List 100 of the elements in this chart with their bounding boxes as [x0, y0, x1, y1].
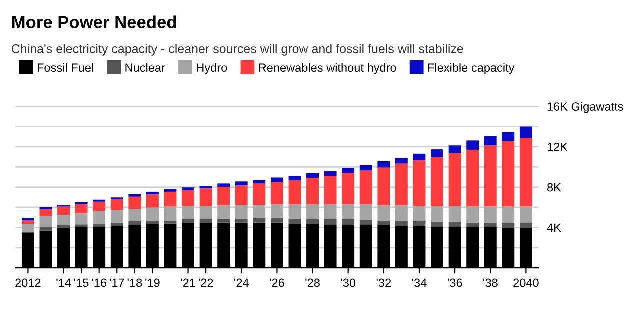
- x-tick-label: '22: [198, 278, 214, 288]
- bar: [40, 210, 52, 216]
- bar: [270, 182, 284, 204]
- bar: [448, 146, 462, 154]
- bar: [218, 205, 230, 220]
- bar: [324, 219, 337, 225]
- bar: [306, 178, 319, 204]
- y-tick-label: 8K: [547, 183, 562, 192]
- bar: [235, 182, 248, 186]
- bar: [235, 218, 248, 223]
- bar: [288, 176, 302, 180]
- bar: [360, 170, 372, 204]
- bar: [146, 192, 159, 195]
- x-tick-label: '36: [448, 278, 462, 288]
- bar: [324, 204, 337, 220]
- x-tick-label: '26: [270, 278, 284, 288]
- legend-label: Renewables without hydro: [259, 63, 396, 74]
- bar: [200, 188, 212, 206]
- bar: [270, 178, 284, 182]
- bar: [395, 164, 408, 206]
- bar: [395, 220, 408, 226]
- bar: [484, 136, 497, 146]
- bar: [431, 206, 444, 222]
- chart-title: More Power Needed: [12, 16, 176, 28]
- x-tick-label: '30: [341, 278, 356, 288]
- bar: [75, 213, 88, 225]
- y-tick-label: 12K: [548, 142, 568, 152]
- bar: [288, 218, 302, 224]
- x-tick-label: '34: [412, 278, 427, 288]
- bar: [431, 222, 444, 227]
- bar: [378, 205, 390, 221]
- bar: [75, 204, 88, 214]
- bar: [306, 219, 319, 224]
- bar: [360, 166, 372, 171]
- y-tick-label: 4K: [547, 224, 562, 232]
- legend-label: Fossil Fuel: [38, 63, 94, 72]
- x-tick-label: '28: [306, 278, 320, 288]
- bar: [306, 204, 319, 220]
- bar: [378, 168, 390, 206]
- bar: [253, 205, 266, 218]
- bar: [110, 210, 124, 223]
- bar: [520, 138, 532, 207]
- bar: [484, 146, 497, 207]
- bar: [146, 220, 159, 224]
- bar: [342, 168, 355, 174]
- bar: [164, 192, 177, 207]
- bar: [466, 222, 480, 228]
- bar: [218, 184, 230, 188]
- bar: [413, 221, 426, 226]
- bar: [22, 220, 34, 224]
- bar: [360, 220, 372, 225]
- x-tick-label: 2012: [16, 278, 41, 288]
- bar: [466, 140, 480, 150]
- x-tick-label: '24: [234, 278, 249, 288]
- x-tick-label: 2040: [514, 278, 539, 288]
- bar: [128, 221, 142, 226]
- bar: [128, 209, 142, 222]
- bar: [93, 202, 106, 212]
- bar: [218, 219, 230, 223]
- bar: [342, 219, 355, 225]
- bar: [270, 204, 284, 218]
- x-tick-label: '19: [146, 278, 160, 288]
- x-tick-label: '38: [484, 278, 498, 288]
- bar: [253, 184, 266, 206]
- bar: [75, 224, 88, 228]
- bar: [288, 180, 302, 204]
- x-tick-label: '14: [56, 278, 72, 288]
- x-tick-label: '15: [74, 278, 89, 288]
- bar: [413, 160, 426, 206]
- bar: [253, 218, 266, 223]
- y-tick-label: 16K Gigawatts: [548, 102, 624, 114]
- x-tick-label: '16: [92, 278, 107, 288]
- bar: [128, 194, 142, 197]
- bar: [466, 150, 480, 207]
- bar: [502, 141, 515, 207]
- bar: [395, 158, 408, 164]
- bar: [448, 222, 462, 227]
- bar: [431, 150, 444, 158]
- bar: [110, 200, 124, 210]
- bar: [342, 173, 355, 204]
- bar: [413, 154, 426, 160]
- bar: [448, 153, 462, 206]
- bar: [270, 218, 284, 223]
- bar: [466, 206, 480, 223]
- legend-label: Nuclear: [126, 63, 166, 72]
- bar: [93, 211, 106, 224]
- bar: [22, 224, 34, 232]
- bar: [146, 194, 159, 208]
- bar: [235, 205, 248, 219]
- bar: [164, 220, 177, 224]
- bar: [182, 188, 194, 190]
- bar: [306, 173, 319, 178]
- bar: [502, 132, 515, 142]
- bar: [164, 206, 177, 221]
- x-tick-label: '17: [110, 278, 124, 288]
- bar: [413, 206, 426, 222]
- bar: [324, 176, 337, 204]
- bar: [164, 189, 177, 192]
- bar: [58, 215, 70, 226]
- bar: [342, 204, 355, 220]
